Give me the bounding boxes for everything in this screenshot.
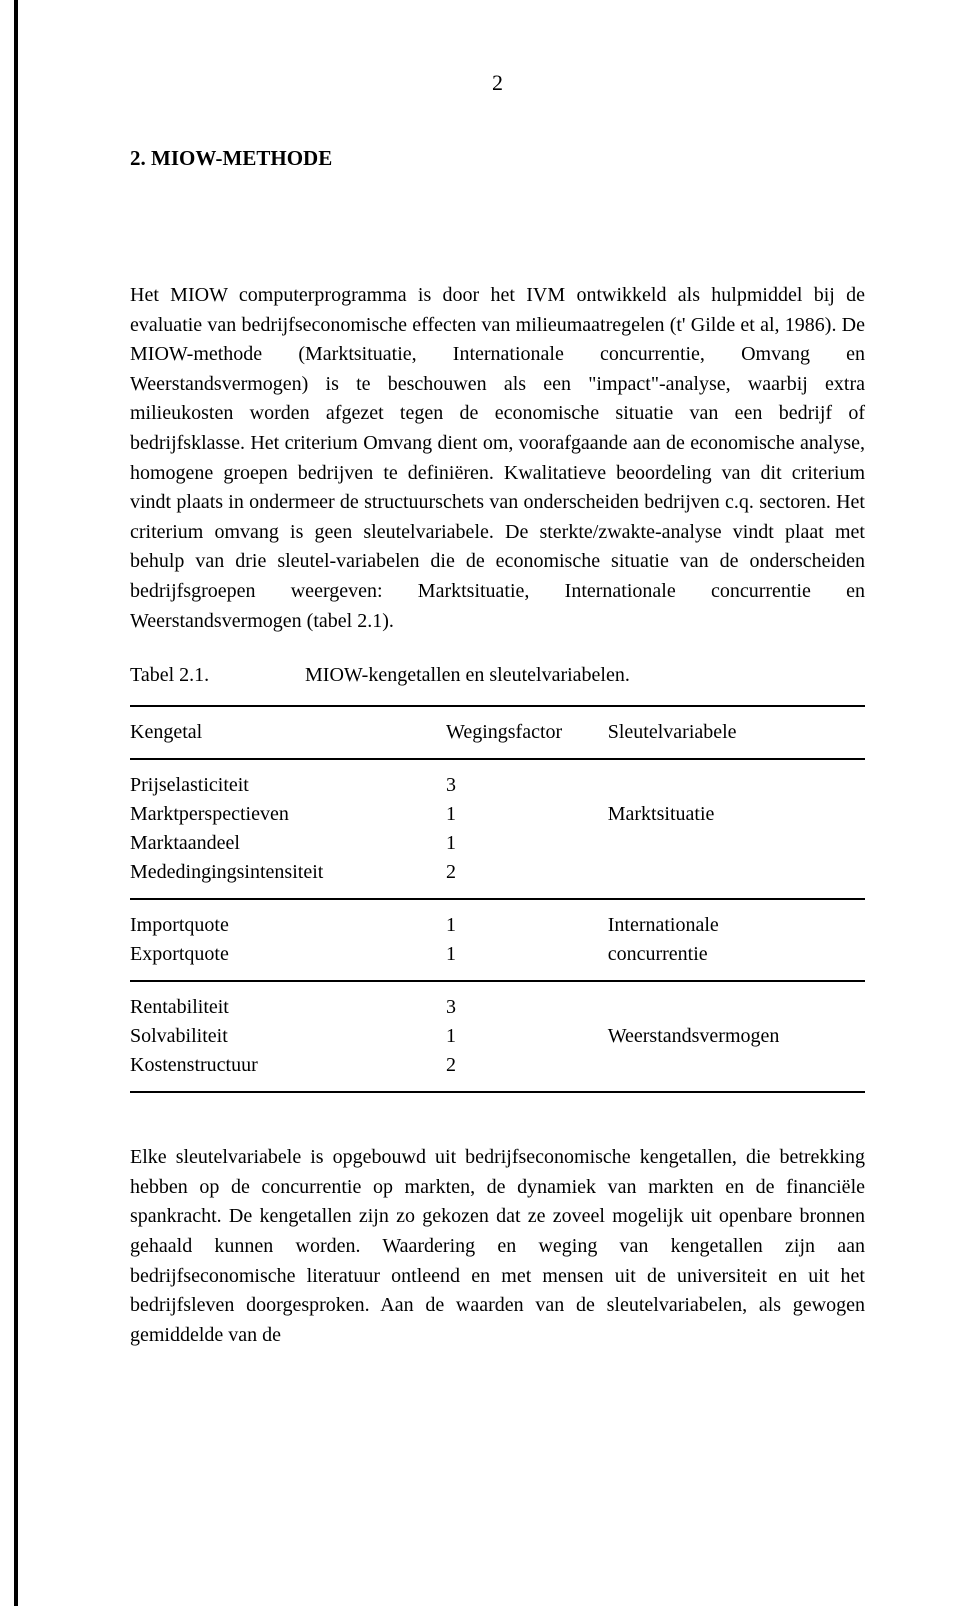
table-row: Marktaandeel 1 xyxy=(130,829,865,858)
table-header-row: Kengetal Wegingsfactor Sleutelvariabele xyxy=(130,706,865,759)
paragraph-2: Elke sleutelvariabele is opgebouwd uit b… xyxy=(130,1143,865,1350)
table-cell: 2 xyxy=(446,1051,608,1092)
table-row: Solvabiliteit 1 Weerstandsvermogen xyxy=(130,1022,865,1051)
table-row: Rentabiliteit 3 xyxy=(130,981,865,1022)
table-caption-label: Tabel 2.1. xyxy=(130,664,300,687)
section-heading: 2. MIOW-METHODE xyxy=(130,146,865,171)
table-cell: Marktsituatie xyxy=(608,800,865,829)
table-cell xyxy=(608,981,865,1022)
table-cell: Kostenstructuur xyxy=(130,1051,446,1092)
table-row: Marktperspectieven 1 Marktsituatie xyxy=(130,800,865,829)
table-cell: Marktperspectieven xyxy=(130,800,446,829)
table-row: Exportquote 1 concurrentie xyxy=(130,940,865,981)
table-cell: Prijselasticiteit xyxy=(130,759,446,800)
table-cell: 1 xyxy=(446,1022,608,1051)
table-cell xyxy=(608,759,865,800)
kengetal-table: Kengetal Wegingsfactor Sleutelvariabele … xyxy=(130,705,865,1093)
table-cell: Solvabiliteit xyxy=(130,1022,446,1051)
table-header-kengetal: Kengetal xyxy=(130,706,446,759)
table-header-wegingsfactor: Wegingsfactor xyxy=(446,706,608,759)
table-cell: concurrentie xyxy=(608,940,865,981)
table-cell: 2 xyxy=(446,858,608,899)
table-cell: 1 xyxy=(446,899,608,940)
table-row: Prijselasticiteit 3 xyxy=(130,759,865,800)
table-row: Mededingingsintensiteit 2 xyxy=(130,858,865,899)
table-row: Importquote 1 Internationale xyxy=(130,899,865,940)
table-cell: Marktaandeel xyxy=(130,829,446,858)
table-cell xyxy=(608,829,865,858)
table-cell xyxy=(608,1051,865,1092)
table-cell: Mededingingsintensiteit xyxy=(130,858,446,899)
table-caption-text: MIOW-kengetallen en sleutelvariabelen. xyxy=(305,664,630,686)
table-cell: Importquote xyxy=(130,899,446,940)
page-left-border xyxy=(14,0,18,1606)
paragraph-1: Het MIOW computerprogramma is door het I… xyxy=(130,281,865,636)
table-cell xyxy=(608,858,865,899)
table-row: Kostenstructuur 2 xyxy=(130,1051,865,1092)
page-number: 2 xyxy=(130,70,865,96)
table-caption: Tabel 2.1. MIOW-kengetallen en sleutelva… xyxy=(130,664,865,687)
table-cell: Weerstandsvermogen xyxy=(608,1022,865,1051)
table-cell: 1 xyxy=(446,940,608,981)
table-cell: Rentabiliteit xyxy=(130,981,446,1022)
table-cell: Exportquote xyxy=(130,940,446,981)
table-cell: 3 xyxy=(446,759,608,800)
table-cell: 1 xyxy=(446,800,608,829)
table-header-sleutelvariabele: Sleutelvariabele xyxy=(608,706,865,759)
table-cell: 3 xyxy=(446,981,608,1022)
table-cell: 1 xyxy=(446,829,608,858)
table-cell: Internationale xyxy=(608,899,865,940)
